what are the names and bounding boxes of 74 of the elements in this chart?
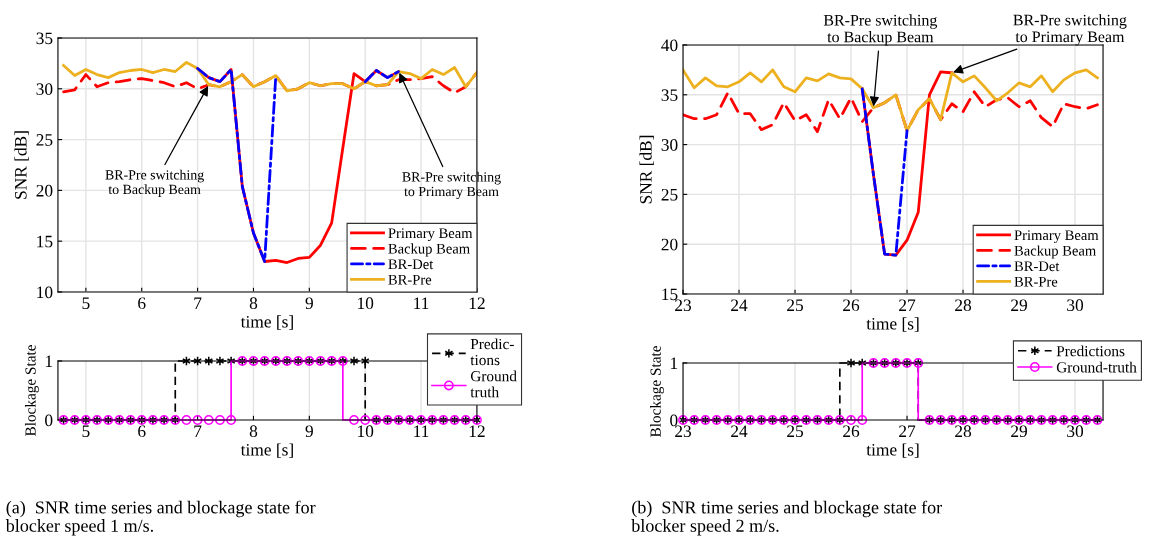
y-tick-label: 0 (670, 414, 678, 427)
y-axis-title: SNR [dB] (14, 131, 29, 199)
y-tick-label: 30 (36, 83, 53, 95)
legend-label: Backup Beam (1014, 245, 1096, 259)
x-tick-label: 26 (843, 299, 860, 312)
y-tick-label: 35 (661, 89, 678, 101)
legend-label: Ground truth (470, 370, 517, 398)
x-tick-label: 28 (955, 299, 972, 312)
legend-label: Primary Beam (388, 228, 473, 242)
x-tick-label: 9 (305, 425, 313, 438)
y-tick-label: 10 (37, 286, 53, 299)
x-tick-label: 5 (82, 297, 90, 310)
x-tick-label: 24 (731, 299, 748, 311)
x-tick-label: 9 (305, 297, 313, 310)
y-axis-title: SNR [dB] (639, 135, 654, 204)
legend-label: Primary Beam (1014, 230, 1099, 244)
x-tick-label: 28 (955, 425, 972, 438)
x-tick-label: 30 (1067, 425, 1084, 438)
x-tick-label: 6 (138, 297, 146, 310)
x-axis-title: time [s] (240, 443, 293, 458)
line-series (860, 87, 909, 257)
x-tick-label: 11 (414, 425, 429, 437)
legend-label: BR-Det (1014, 261, 1060, 272)
y-tick-label: 25 (36, 134, 53, 146)
y-tick-label: 25 (661, 188, 678, 201)
x-tick-label: 23 (675, 299, 692, 312)
legend-label: Predic- tions (470, 338, 514, 366)
x-tick-label: 29 (1011, 425, 1028, 438)
x-tick-label: 25 (787, 425, 804, 438)
x-tick-label: 27 (899, 299, 916, 311)
y-tick-label: 20 (36, 184, 53, 197)
x-tick-label: 7 (194, 297, 202, 309)
x-tick-label: 30 (1067, 299, 1084, 312)
x-tick-label: 25 (787, 299, 804, 312)
x-tick-label: 12 (469, 425, 485, 437)
x-tick-label: 5 (82, 425, 90, 438)
x-axis-title: time [s] (866, 317, 919, 332)
y-tick-label: 0 (45, 414, 53, 427)
annotation: BR-Pre switching to Backup Beam (105, 169, 204, 197)
y-tick-label: 1 (671, 357, 678, 369)
y-tick-label: 15 (37, 235, 53, 248)
y-tick-label: 30 (661, 139, 678, 151)
y-tick-label: 1 (45, 355, 53, 367)
y-tick-label: 15 (662, 288, 678, 301)
x-axis-title: time [s] (866, 443, 919, 458)
x-tick-label: 23 (675, 425, 692, 438)
x-tick-label: 10 (358, 425, 374, 438)
legend-label: BR-Det (388, 259, 434, 270)
y-tick-label: 20 (661, 238, 678, 251)
legend-label: Backup Beam (388, 243, 470, 257)
y-axis-title: Blockage State (650, 345, 664, 438)
text: (b) SNR time series and blockage state for blocker speed 2 m/s. (631, 500, 942, 536)
x-tick-label: 26 (843, 425, 860, 438)
y-axis-title: Blockage State (24, 344, 39, 437)
y-tick-label: 40 (661, 39, 678, 52)
x-tick-label: 12 (469, 297, 485, 309)
legend-label: BR-Pre (1014, 276, 1058, 287)
text: (a) SNR time series and blockage state for blocker speed 1 m/s. (5, 500, 316, 536)
x-axis-title: time [s] (240, 315, 293, 330)
annotation: BR-Pre switching to Primary Beam (1013, 14, 1127, 46)
x-tick-label: 7 (194, 425, 202, 437)
x-tick-label: 8 (249, 297, 258, 310)
legend-label: BR-Pre (388, 274, 432, 285)
x-tick-label: 10 (358, 297, 374, 310)
legend-label: Ground-truth (1056, 361, 1137, 373)
annotation: BR-Pre switching to Backup Beam (823, 14, 938, 46)
x-tick-label: 27 (899, 425, 916, 437)
legend-label: Predictions (1056, 345, 1125, 357)
x-tick-label: 11 (414, 297, 429, 309)
x-tick-label: 24 (731, 425, 748, 437)
y-tick-label: 35 (36, 32, 53, 45)
x-tick-label: 29 (1011, 299, 1028, 312)
x-tick-label: 6 (138, 425, 146, 438)
x-tick-label: 8 (249, 425, 258, 438)
